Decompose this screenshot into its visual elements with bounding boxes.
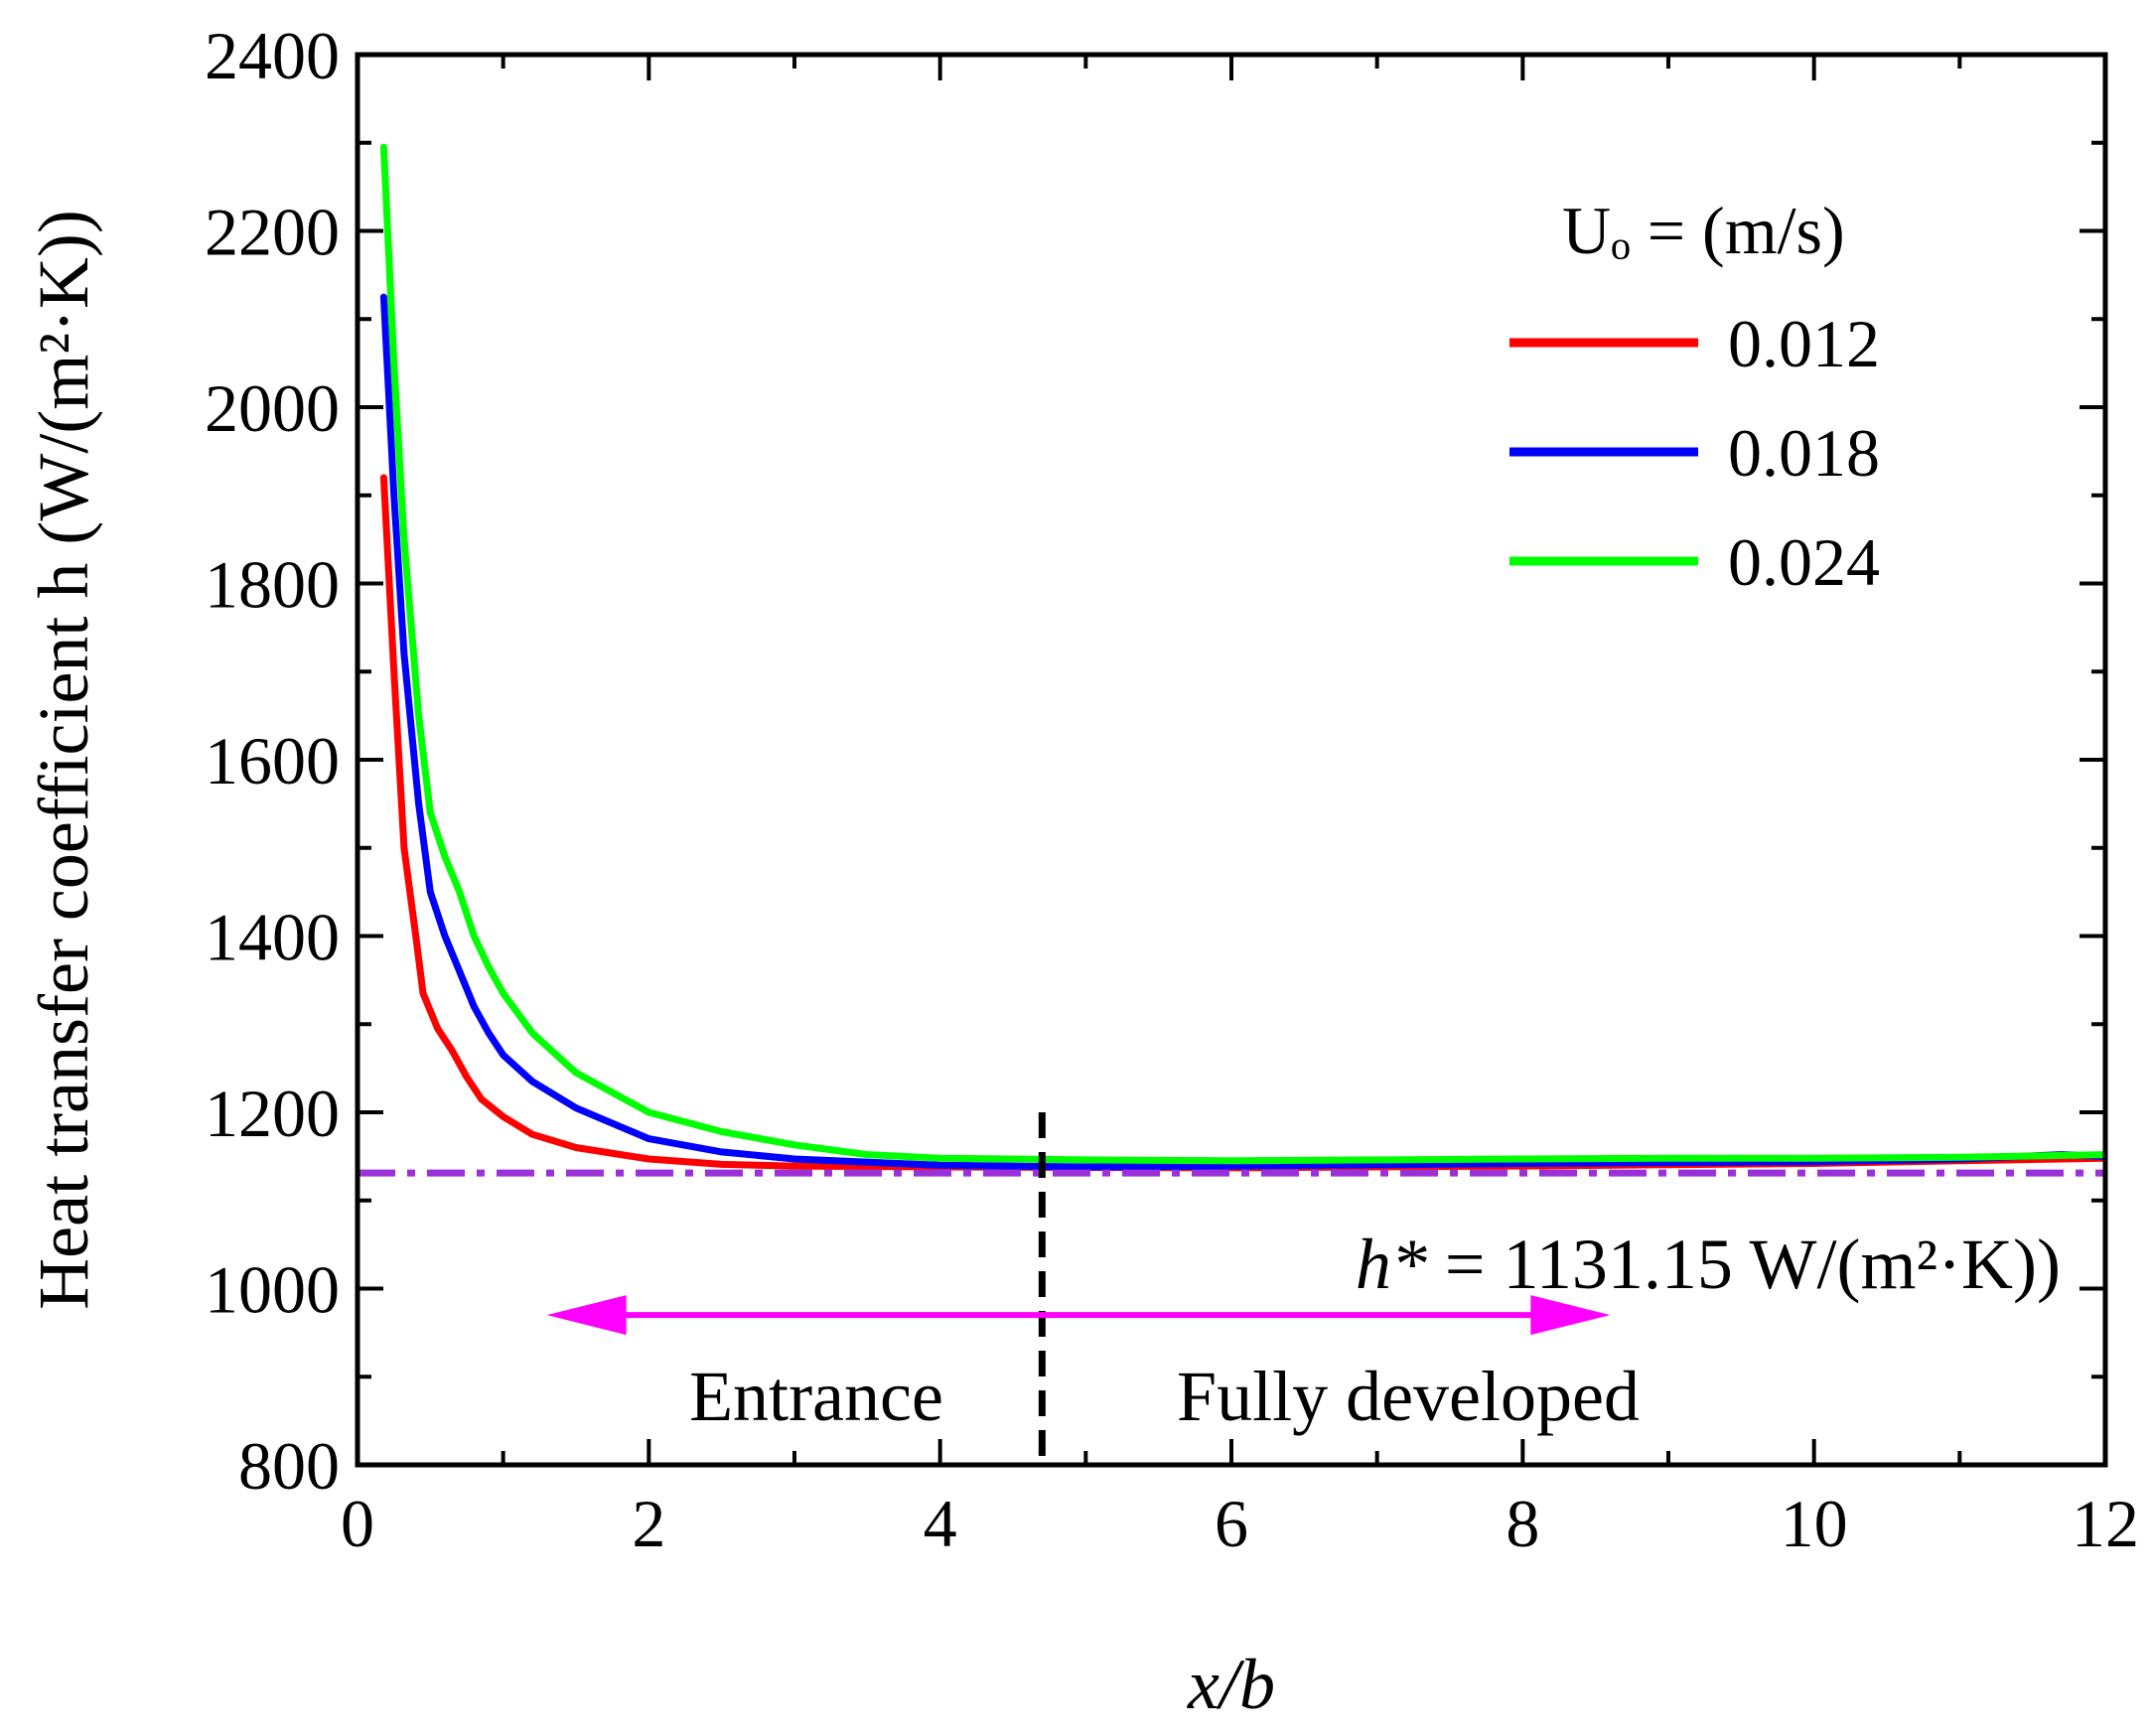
- x-tick-label: 8: [1506, 1486, 1539, 1561]
- x-tick-label: 6: [1215, 1486, 1248, 1561]
- y-tick-label: 800: [238, 1428, 340, 1504]
- y-tick-label: 2200: [205, 195, 340, 270]
- y-tick-label: 2000: [205, 370, 340, 446]
- y-tick-label: 2400: [205, 18, 340, 93]
- y-tick-label: 1200: [205, 1076, 340, 1151]
- y-tick-label: 1400: [205, 900, 340, 975]
- x-axis-title: x/b: [1187, 1645, 1275, 1724]
- region-arrow-head-left: [546, 1295, 627, 1336]
- y-axis-title: Heat transfer coefficient h (W/(m²·K)): [24, 210, 103, 1310]
- y-tick-labels: 800 1000 1200 1400 1600 1800 2000 2200 2400: [205, 18, 340, 1504]
- x-tick-label: 12: [2072, 1486, 2139, 1561]
- annotation-layer: [546, 1112, 1611, 1465]
- series-layer: [379, 143, 2105, 1172]
- x-tick-label: 4: [924, 1486, 957, 1561]
- series-line-0.024: [379, 143, 2105, 1165]
- legend-label-0.012: 0.012: [1728, 306, 1880, 381]
- region-label-entrance: Entrance: [689, 1357, 943, 1436]
- tick-layer: [356, 53, 2107, 1467]
- x-tick-labels: 0 2 4 6 8 10 12: [341, 1486, 2139, 1561]
- x-tick-label: 10: [1781, 1486, 1848, 1561]
- x-tick-label: 2: [632, 1486, 665, 1561]
- y-tick-label: 1600: [205, 723, 340, 798]
- region-label-fully-developed: Fully developed: [1177, 1357, 1640, 1436]
- legend-label-0.018: 0.018: [1728, 415, 1880, 491]
- legend: Uₒ = (m/s) 0.012 0.018 0.024: [1509, 193, 1880, 600]
- legend-label-0.024: 0.024: [1728, 524, 1880, 600]
- reference-line-label: h* = 1131.15 W/(m²·K)): [1356, 1225, 2061, 1304]
- y-tick-label: 1800: [205, 547, 340, 623]
- x-tick-label: 0: [341, 1486, 374, 1561]
- y-tick-label: 1000: [205, 1252, 340, 1328]
- series-line-0.018: [379, 293, 2105, 1171]
- legend-title: Uₒ = (m/s): [1562, 193, 1845, 268]
- region-arrow-head-right: [1530, 1295, 1611, 1336]
